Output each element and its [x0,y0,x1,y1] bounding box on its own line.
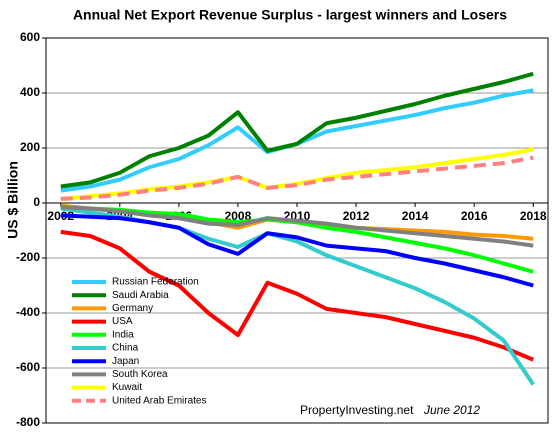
y-tick-label: -200 [16,250,40,264]
legend-label: Kuwait [112,382,142,393]
x-tick-label: 2018 [520,209,547,223]
legend-label: Saudi Arabia [112,290,169,301]
series-line [60,213,534,288]
legend-label: USA [112,316,133,327]
series-line [60,155,534,201]
y-tick-label: 200 [20,140,40,154]
series-line [60,205,534,248]
legend-label: India [112,329,134,340]
y-tick-label: -600 [16,360,40,374]
legend-label: Russian Federation [112,277,199,288]
series-line [60,88,534,193]
y-tick-label: -400 [16,305,40,319]
x-tick-label: 2012 [343,209,370,223]
y-tick-label: 400 [20,85,40,99]
y-tick-label: -800 [16,415,40,429]
legend-label: Japan [112,356,139,367]
y-tick-label: 0 [33,195,40,209]
date-note: June 2012 [423,403,480,417]
legend-label: China [112,343,139,354]
source-note: PropertyInvesting.net [300,403,414,417]
y-tick-label: 600 [20,30,40,44]
legend-label: Germany [112,303,153,314]
series-line [60,229,535,362]
x-tick-label: 2016 [461,209,488,223]
plot-border [45,37,549,424]
x-tick-label: 2014 [402,209,429,223]
legend-label: United Arab Emirates [112,395,207,406]
series-line [60,71,534,189]
chart-title: Annual Net Export Revenue Surplus - larg… [73,7,507,23]
y-axis-label: US $ Billion [5,161,21,239]
legend-label: South Korea [112,369,168,380]
